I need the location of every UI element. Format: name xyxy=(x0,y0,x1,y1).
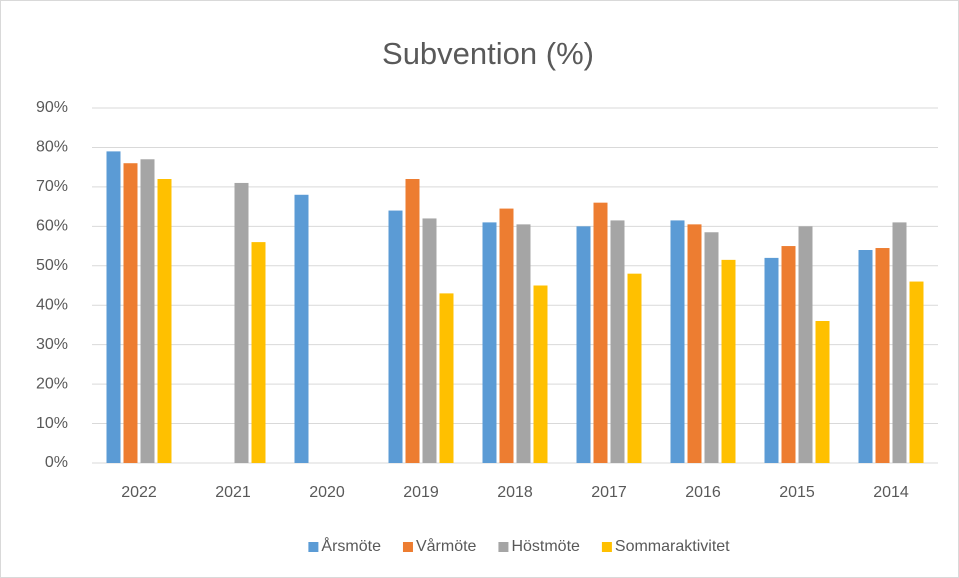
bar xyxy=(875,248,890,463)
bar xyxy=(670,220,685,463)
bar xyxy=(499,208,514,463)
legend-label: Vårmöte xyxy=(416,537,477,555)
bar xyxy=(909,281,924,463)
bar xyxy=(892,222,907,463)
bar xyxy=(140,159,155,463)
y-tick-label: 80% xyxy=(36,139,68,156)
bar xyxy=(687,224,702,463)
bar xyxy=(593,202,608,463)
bar xyxy=(157,179,172,463)
legend-swatch xyxy=(402,542,413,552)
bar xyxy=(482,222,497,463)
bar xyxy=(798,226,813,463)
chart-title: Subvention (%) xyxy=(382,36,594,71)
legend-label: Höstmöte xyxy=(511,538,580,555)
bar xyxy=(576,226,591,463)
bar xyxy=(388,210,403,463)
bar xyxy=(764,257,779,463)
bar xyxy=(422,218,437,463)
bar xyxy=(704,232,719,463)
x-tick-label: 2021 xyxy=(215,484,251,501)
x-tick-label: 2019 xyxy=(403,484,439,501)
legend-label: Årsmöte xyxy=(321,536,381,555)
y-tick-label: 0% xyxy=(45,454,68,471)
y-tick-label: 60% xyxy=(36,218,68,235)
y-tick-label: 90% xyxy=(36,99,68,116)
bar xyxy=(858,250,873,463)
legend: Årsmöte Vårmöte Höstmöte Sommaraktivitet xyxy=(308,536,730,555)
y-tick-label: 50% xyxy=(36,257,68,274)
bar xyxy=(721,259,736,463)
y-tick-label: 20% xyxy=(36,375,68,392)
y-tick-label: 40% xyxy=(36,296,68,313)
x-tick-label: 2017 xyxy=(591,484,627,501)
legend-swatch xyxy=(308,542,319,552)
bar xyxy=(294,194,309,463)
y-tick-label: 10% xyxy=(36,415,68,432)
bar xyxy=(533,285,548,463)
y-tick-label: 70% xyxy=(36,178,68,195)
bar xyxy=(251,242,266,463)
x-tick-label: 2015 xyxy=(779,484,815,501)
bar xyxy=(439,293,454,463)
legend-swatch xyxy=(498,542,509,552)
legend-swatch xyxy=(601,542,612,552)
legend-label: Sommaraktivitet xyxy=(615,538,730,555)
bar xyxy=(123,163,138,463)
bar xyxy=(516,224,531,463)
y-tick-label: 30% xyxy=(36,336,68,353)
x-tick-label: 2016 xyxy=(685,484,721,501)
x-tick-label: 2014 xyxy=(873,484,909,501)
bar xyxy=(781,246,796,463)
x-tick-label: 2022 xyxy=(121,484,157,501)
bar xyxy=(627,273,642,463)
bar xyxy=(610,220,625,463)
x-tick-label: 2020 xyxy=(309,484,345,501)
bar xyxy=(405,179,420,463)
bar xyxy=(815,321,830,463)
bar xyxy=(106,151,121,463)
x-tick-label: 2018 xyxy=(497,484,533,501)
bar xyxy=(234,182,249,463)
